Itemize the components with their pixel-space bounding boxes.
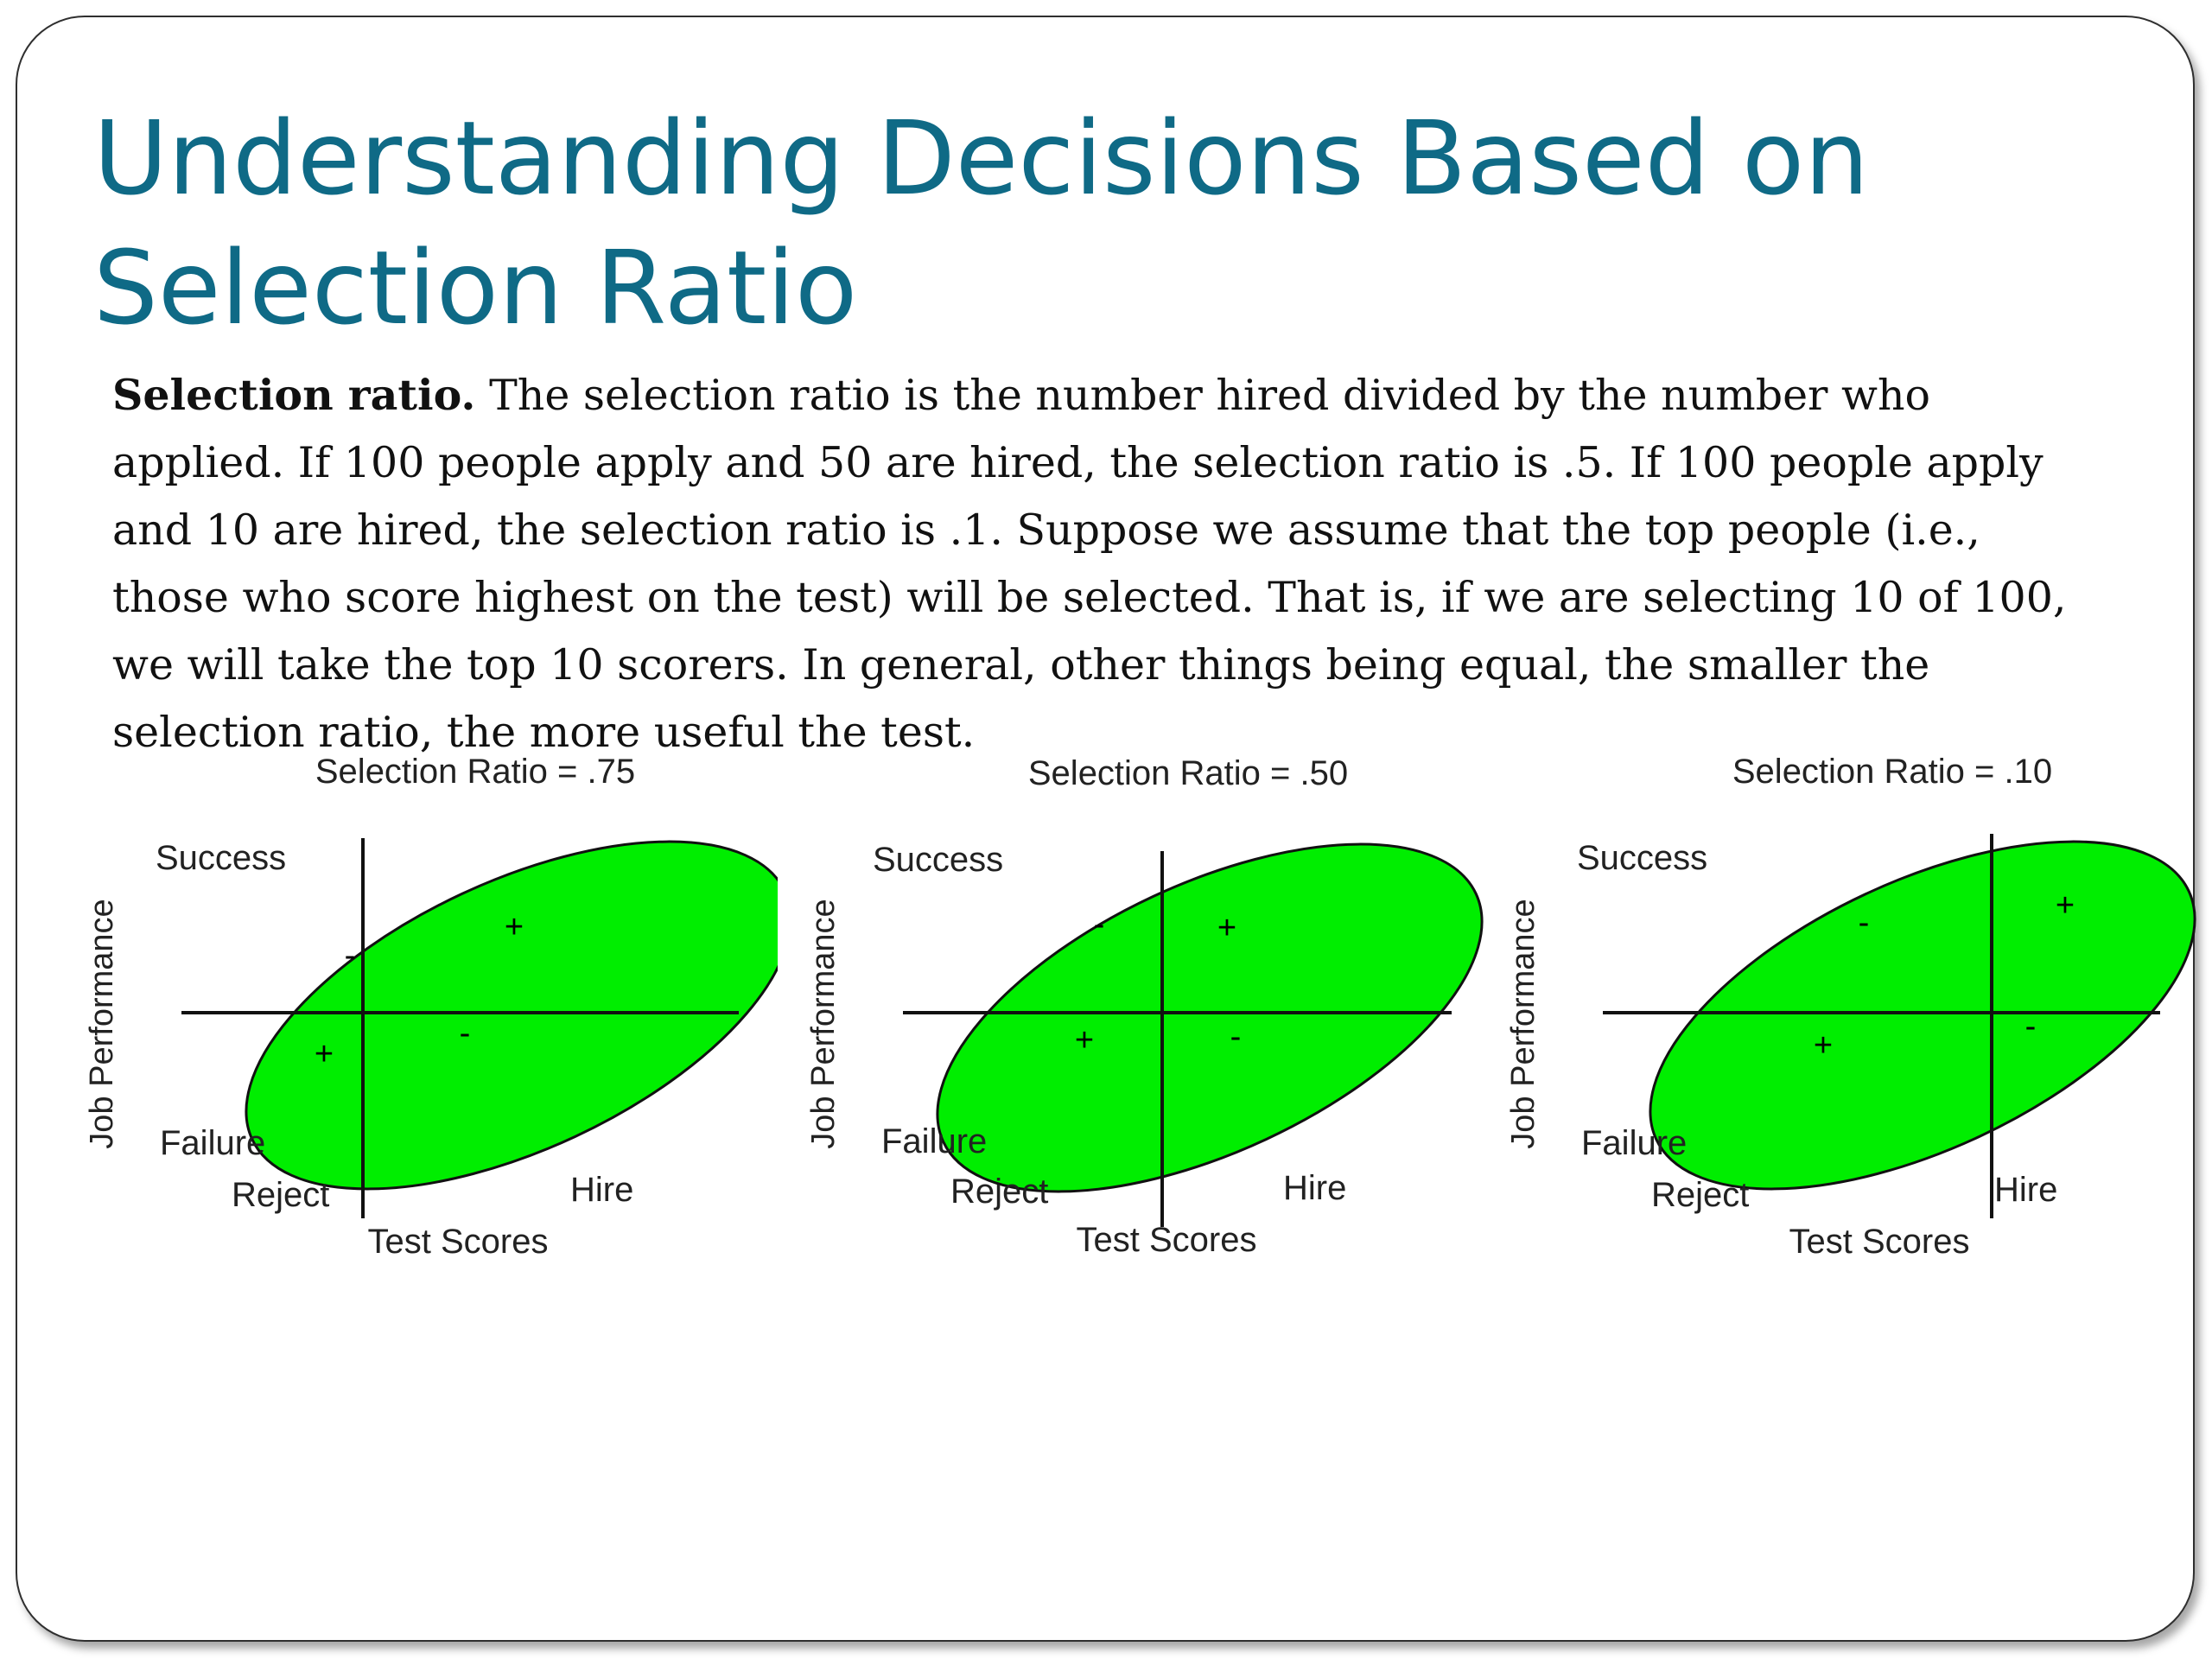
body-text: The selection ratio is the number hired … <box>112 371 2067 757</box>
plus-sign: + <box>1075 1022 1094 1058</box>
outcome-ellipse <box>1649 840 2196 1191</box>
slide-frame <box>16 16 2195 1642</box>
y-axis-label: Job Performance <box>805 899 842 1148</box>
diagram-svg: Selection Ratio = .75 Success Failure Re… <box>84 753 778 1261</box>
y-axis-label: Job Performance <box>84 899 120 1148</box>
minus-sign: - <box>1859 905 1870 941</box>
outcome-ellipse <box>936 842 1484 1193</box>
outcome-ellipse <box>245 840 778 1191</box>
y-axis-label: Job Performance <box>1505 899 1541 1148</box>
hire-label: Hire <box>570 1171 633 1209</box>
x-axis-label: Test Scores <box>368 1223 549 1261</box>
failure-label: Failure <box>881 1122 987 1160</box>
hire-label: Hire <box>1994 1171 2057 1209</box>
reject-label: Reject <box>232 1176 329 1214</box>
diagram-svg: Selection Ratio = .10 Success Failure Re… <box>1505 753 2196 1261</box>
reject-label: Reject <box>1651 1176 1749 1214</box>
diagram-svg: Selection Ratio = .50 Success Failure Re… <box>805 754 1484 1259</box>
plus-sign: + <box>2056 887 2075 924</box>
reject-label: Reject <box>950 1173 1048 1211</box>
plus-sign: + <box>315 1036 334 1072</box>
slide-title: Understanding Decisions Based on Selecti… <box>93 99 1869 347</box>
failure-label: Failure <box>160 1124 265 1162</box>
plus-sign: + <box>1217 910 1236 946</box>
body-lead: Selection ratio. <box>112 370 476 420</box>
minus-sign: - <box>345 938 356 974</box>
minus-sign: - <box>1094 906 1105 943</box>
success-label: Success <box>1577 839 1707 877</box>
diagram-title: Selection Ratio = .50 <box>1028 754 1348 792</box>
success-label: Success <box>156 839 286 877</box>
x-axis-label: Test Scores <box>1077 1221 1257 1259</box>
diagram-title: Selection Ratio = .75 <box>315 753 635 791</box>
minus-sign: - <box>2025 1008 2037 1045</box>
minus-sign: - <box>1230 1019 1242 1055</box>
hire-label: Hire <box>1283 1169 1346 1207</box>
diagram-sr-50: Selection Ratio = .50 Success Failure Re… <box>786 743 1495 1296</box>
success-label: Success <box>873 841 1003 879</box>
body-paragraph: Selection ratio. The selection ratio is … <box>112 361 2091 766</box>
diagram-sr-75: Selection Ratio = .75 Success Failure Re… <box>69 743 778 1296</box>
plus-sign: + <box>505 909 524 945</box>
failure-label: Failure <box>1581 1124 1687 1162</box>
diagram-sr-10: Selection Ratio = .10 Success Failure Re… <box>1491 743 2199 1296</box>
plus-sign: + <box>1814 1027 1833 1064</box>
x-axis-label: Test Scores <box>1789 1223 1970 1261</box>
minus-sign: - <box>460 1015 471 1052</box>
diagram-title: Selection Ratio = .10 <box>1732 753 2052 791</box>
